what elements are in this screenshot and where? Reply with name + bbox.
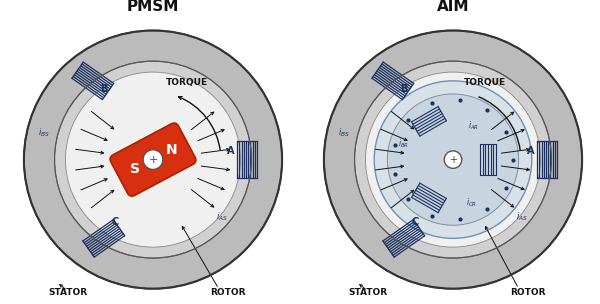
Text: B: B [100, 84, 108, 94]
Text: TORQUE: TORQUE [464, 78, 506, 87]
FancyBboxPatch shape [110, 123, 196, 196]
Text: STATOR: STATOR [348, 288, 387, 297]
Text: N: N [166, 143, 177, 157]
Title: PMSM: PMSM [127, 0, 179, 14]
Text: +: + [449, 155, 457, 164]
Circle shape [55, 61, 251, 258]
Text: $i_{AS}$: $i_{AS}$ [217, 211, 229, 223]
Text: +: + [148, 155, 158, 164]
Circle shape [324, 30, 582, 289]
Text: $i_{BR}$: $i_{BR}$ [398, 137, 409, 150]
Circle shape [374, 81, 532, 238]
Text: $i_{BS}$: $i_{BS}$ [38, 126, 50, 139]
Title: AIM: AIM [437, 0, 469, 14]
Circle shape [444, 151, 462, 168]
Text: B: B [400, 84, 408, 94]
Text: $i_{BS}$: $i_{BS}$ [338, 126, 350, 139]
Circle shape [65, 72, 241, 247]
Text: ROTOR: ROTOR [209, 288, 245, 297]
Circle shape [388, 94, 518, 225]
Circle shape [24, 30, 282, 289]
Text: $i_{AR}$: $i_{AR}$ [469, 120, 479, 133]
Circle shape [365, 72, 541, 247]
Text: A: A [227, 146, 235, 156]
Text: S: S [130, 162, 140, 176]
Text: A: A [527, 146, 535, 156]
Text: TORQUE: TORQUE [166, 78, 208, 87]
Text: $i_{CR}$: $i_{CR}$ [466, 197, 477, 209]
Circle shape [355, 61, 551, 258]
Text: $i_{AS}$: $i_{AS}$ [517, 211, 529, 223]
Text: C: C [112, 217, 119, 227]
Circle shape [143, 150, 163, 169]
Text: C: C [412, 217, 419, 227]
Text: STATOR: STATOR [48, 288, 87, 297]
Text: ROTOR: ROTOR [509, 288, 545, 297]
